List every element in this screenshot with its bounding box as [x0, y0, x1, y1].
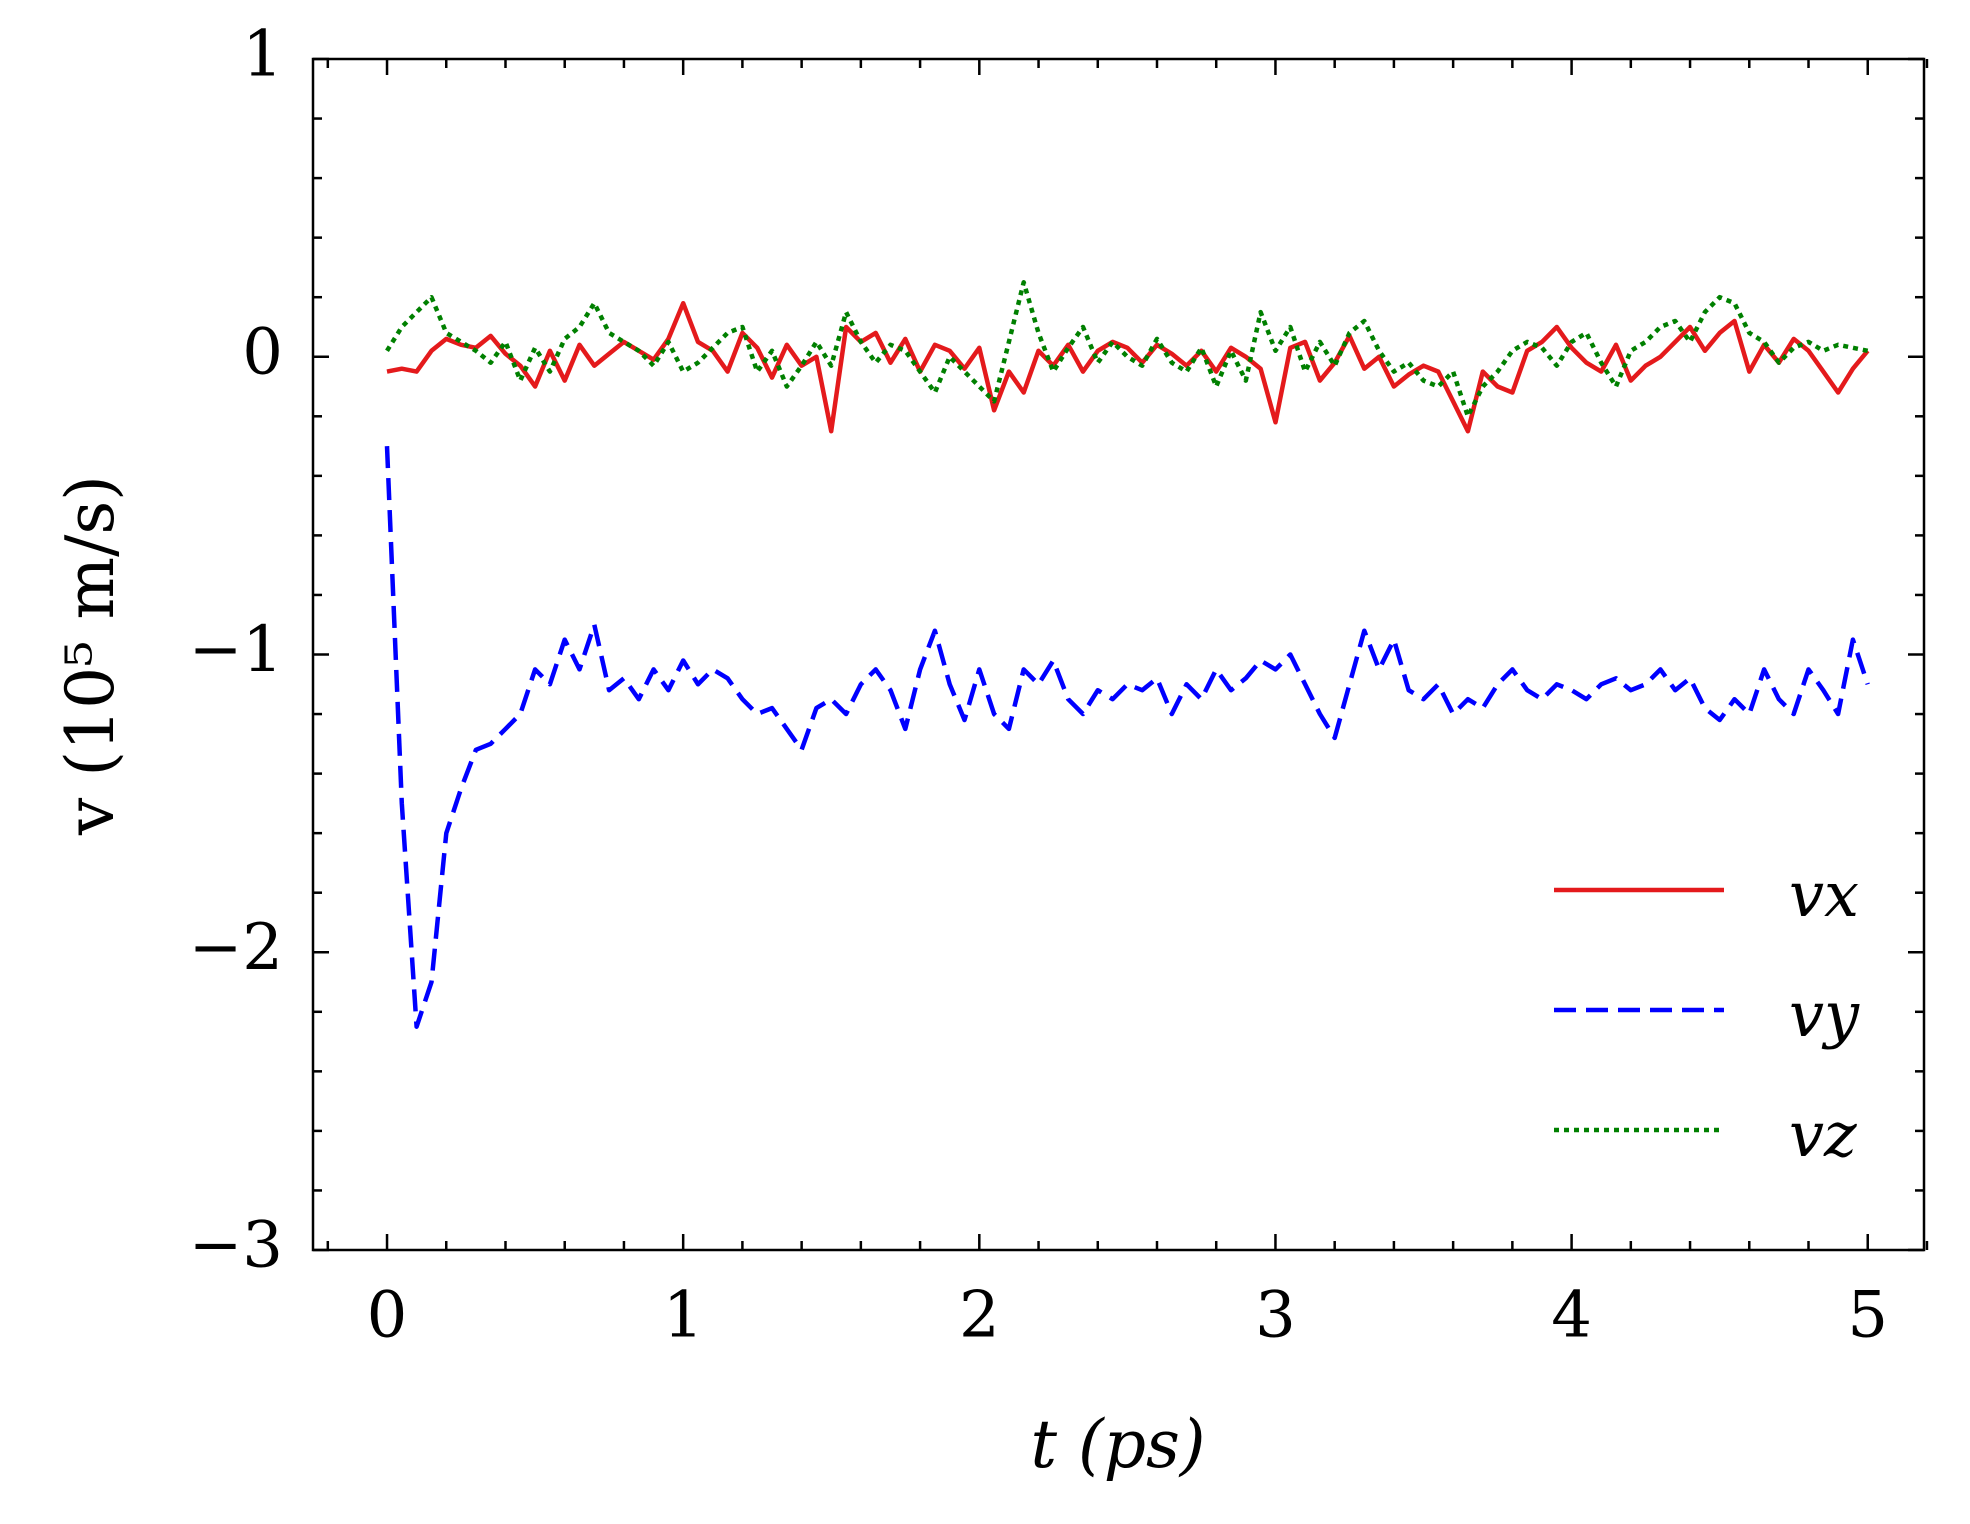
- x-tick-label: 2: [959, 1279, 1000, 1353]
- y-tick-label: 0: [242, 315, 283, 389]
- x-axis-label: t (ps): [1030, 1406, 1205, 1483]
- series-line: [386, 300, 1870, 434]
- legend-label: vz: [1789, 1098, 1857, 1171]
- x-tick-label: 1: [663, 1279, 704, 1353]
- y-tick-label: −1: [189, 613, 283, 687]
- x-tick-label: 0: [367, 1279, 408, 1353]
- x-tick-label: 3: [1255, 1279, 1296, 1353]
- y-tick-label: −3: [189, 1209, 283, 1283]
- x-tick-label: 4: [1551, 1279, 1592, 1353]
- plot-frame: [311, 57, 1926, 1252]
- legend-label: vy: [1789, 978, 1860, 1051]
- y-axis-label: v (10⁵ m/s): [52, 475, 129, 836]
- y-tick-label: 1: [242, 18, 283, 92]
- legend-label: vx: [1789, 858, 1859, 931]
- x-tick-label: 5: [1847, 1279, 1888, 1353]
- series-line: [385, 280, 1869, 419]
- y-tick-label: −2: [189, 911, 283, 985]
- series-line: [384, 446, 1870, 1029]
